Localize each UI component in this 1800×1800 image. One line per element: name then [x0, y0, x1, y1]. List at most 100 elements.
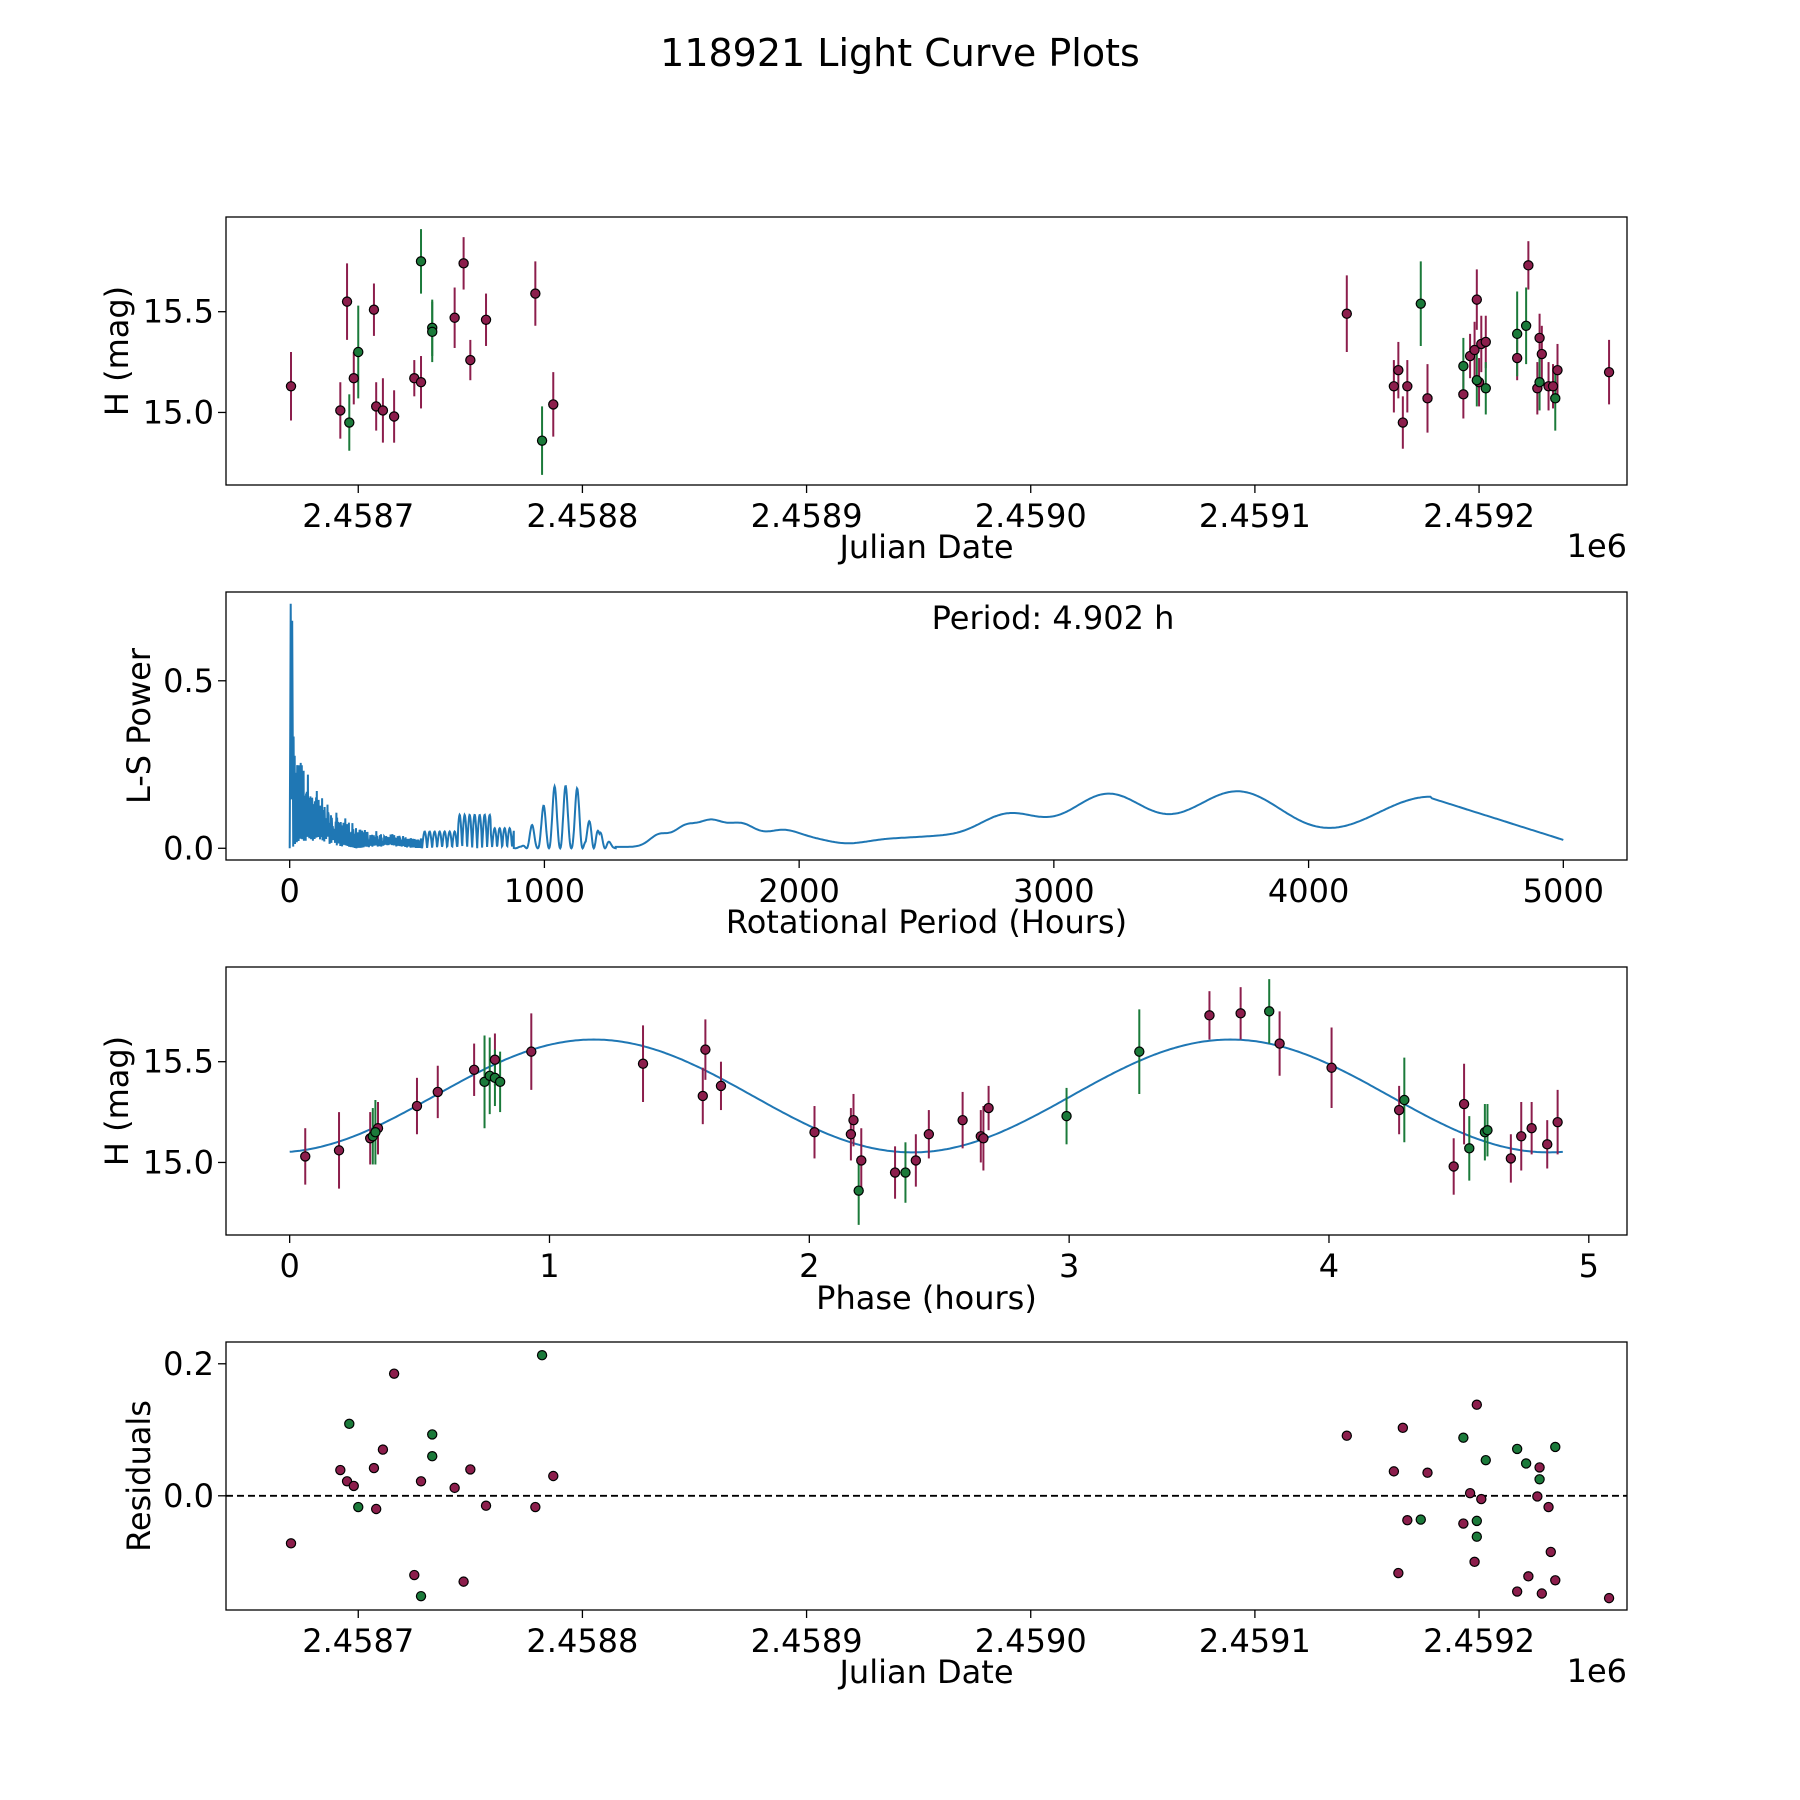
lightcurve-point-maroon: [1422, 393, 1433, 404]
residuals-offset-label: 1e6: [1567, 1652, 1627, 1690]
lightcurve-point-maroon: [1469, 344, 1480, 356]
residuals-panel: Julian Date Residuals 1e6 2.4587 2.4588 2.…: [120, 1341, 1628, 1691]
residuals-point-green: [1520, 1458, 1532, 1469]
phasefold-point-maroon: [1448, 1161, 1459, 1172]
lightcurve-point-maroon: [1397, 417, 1409, 428]
phasefold-ytick-label: 15.5: [143, 1043, 214, 1081]
residuals-xlabel: Julian Date: [837, 1653, 1013, 1691]
residuals-point-maroon: [1603, 1592, 1615, 1604]
residuals-point-maroon: [415, 1476, 427, 1487]
lightcurve-point-green: [1550, 393, 1561, 404]
residuals-point-maroon: [1393, 1567, 1404, 1579]
residuals-point-green: [353, 1501, 364, 1513]
lightcurve-point-maroon: [458, 258, 469, 269]
phasefold-point-maroon: [848, 1114, 859, 1126]
phasefold-point-maroon: [1526, 1123, 1537, 1134]
periodogram-xtick-label: 2000: [758, 872, 839, 910]
lightcurve-point-maroon: [415, 377, 427, 388]
phasefold-point-maroon: [1505, 1153, 1517, 1164]
periodogram-xtick-label: 4000: [1268, 872, 1349, 910]
residuals-point-maroon: [1545, 1546, 1556, 1558]
phasefold-xtick-label: 3: [1059, 1247, 1079, 1285]
phasefold-point-green: [1399, 1094, 1410, 1106]
phasefold-axes-frame: [225, 966, 1628, 1236]
residuals-point-maroon: [1536, 1588, 1548, 1599]
residuals-point-green: [1550, 1441, 1561, 1453]
lightcurve-point-maroon: [1523, 260, 1534, 271]
lightcurve-point-green: [536, 435, 548, 446]
residuals-xtick-label: 2.4592: [1423, 1622, 1535, 1660]
lightcurve-point-maroon: [1536, 348, 1548, 360]
phasefold-point-maroon: [1274, 1038, 1285, 1049]
phasefold-point-green: [1482, 1125, 1493, 1136]
residuals-point-green: [344, 1418, 355, 1430]
phasefold-point-green: [494, 1076, 506, 1088]
lightcurve-point-green: [1480, 383, 1491, 394]
period-annotation: Period: 4.902 h: [932, 599, 1175, 637]
lightcurve-point-maroon: [388, 411, 400, 422]
phasefold-point-maroon: [489, 1054, 501, 1065]
phasefold-point-maroon: [300, 1151, 311, 1162]
lightcurve-point-maroon: [377, 405, 389, 416]
lightcurve-point-maroon: [1547, 381, 1559, 392]
residuals-point-maroon: [480, 1500, 492, 1511]
residuals-point-maroon: [348, 1480, 359, 1492]
periodogram-ylabel: L-S Power: [120, 647, 158, 804]
lightcurve-point-maroon: [368, 304, 380, 315]
residuals-point-maroon: [1458, 1518, 1469, 1529]
residuals-point-maroon: [530, 1501, 541, 1513]
residuals-point-green: [1471, 1531, 1483, 1542]
lightcurve-point-maroon: [1402, 381, 1413, 392]
residuals-ylabel: Residuals: [120, 1400, 158, 1552]
residuals-point-maroon: [285, 1538, 297, 1549]
phasefold-point-maroon: [432, 1086, 443, 1098]
lightcurve-xlabel: Julian Date: [837, 528, 1013, 566]
residuals-point-maroon: [370, 1503, 382, 1515]
phasefold-point-maroon: [957, 1114, 968, 1126]
lightcurve-point-maroon: [1511, 352, 1523, 364]
lightcurve-axes-frame: [225, 216, 1628, 486]
periodogram-xtick-label: 5000: [1523, 872, 1604, 910]
residuals-point-green: [415, 1590, 427, 1602]
residuals-point-maroon: [409, 1569, 420, 1581]
phasefold-point-maroon: [697, 1090, 708, 1102]
phasefold-ytick-label: 15.0: [143, 1143, 214, 1181]
figure-title: 118921 Light Curve Plots: [660, 31, 1140, 75]
residuals-xtick-label: 2.4590: [975, 1622, 1087, 1660]
residuals-point-maroon: [1422, 1467, 1433, 1478]
residuals-point-green: [427, 1450, 438, 1462]
lightcurve-point-green: [353, 346, 364, 358]
residuals-point-maroon: [1550, 1575, 1561, 1586]
phasefold-xtick-label: 1: [539, 1247, 559, 1285]
lightcurve-xtick-label: 2.4591: [1199, 497, 1311, 535]
residuals-point-maroon: [1341, 1430, 1353, 1441]
phasefold-point-maroon: [889, 1167, 901, 1178]
periodogram-xlabel: Rotational Period (Hours): [726, 903, 1127, 941]
lightcurve-point-green: [1520, 320, 1532, 332]
residuals-point-green: [1534, 1474, 1545, 1485]
residuals-point-green: [1415, 1514, 1426, 1525]
lightcurve-point-green: [1534, 377, 1545, 388]
periodogram-axes-frame: [225, 591, 1628, 861]
phasefold-point-maroon: [1542, 1139, 1553, 1150]
phasefold-point-maroon: [1516, 1131, 1527, 1142]
phasefold-point-maroon: [1235, 1008, 1246, 1019]
lightcurve-point-maroon: [348, 373, 359, 384]
residuals-point-maroon: [1534, 1462, 1545, 1473]
lightcurve-point-maroon: [480, 314, 492, 325]
phasefold-ylabel: H (mag): [98, 1036, 136, 1166]
residuals-point-maroon: [1476, 1493, 1487, 1505]
phasefold-point-maroon: [923, 1129, 935, 1140]
phasefold-point-green: [1061, 1110, 1072, 1122]
phasefold-point-maroon: [1393, 1104, 1405, 1116]
phasefold-point-green: [853, 1185, 864, 1196]
lightcurve-point-maroon: [1471, 294, 1483, 305]
phasefold-xtick-label: 2: [799, 1247, 819, 1285]
lightcurve-ytick-label: 15.5: [143, 293, 214, 331]
lightcurve-point-green: [415, 256, 427, 267]
lightcurve-point-maroon: [285, 381, 297, 392]
phasefold-point-maroon: [333, 1145, 345, 1156]
phasefold-point-green: [1264, 1006, 1275, 1017]
residuals-point-maroon: [1402, 1515, 1413, 1526]
periodogram-xtick-label: 3000: [1013, 872, 1094, 910]
